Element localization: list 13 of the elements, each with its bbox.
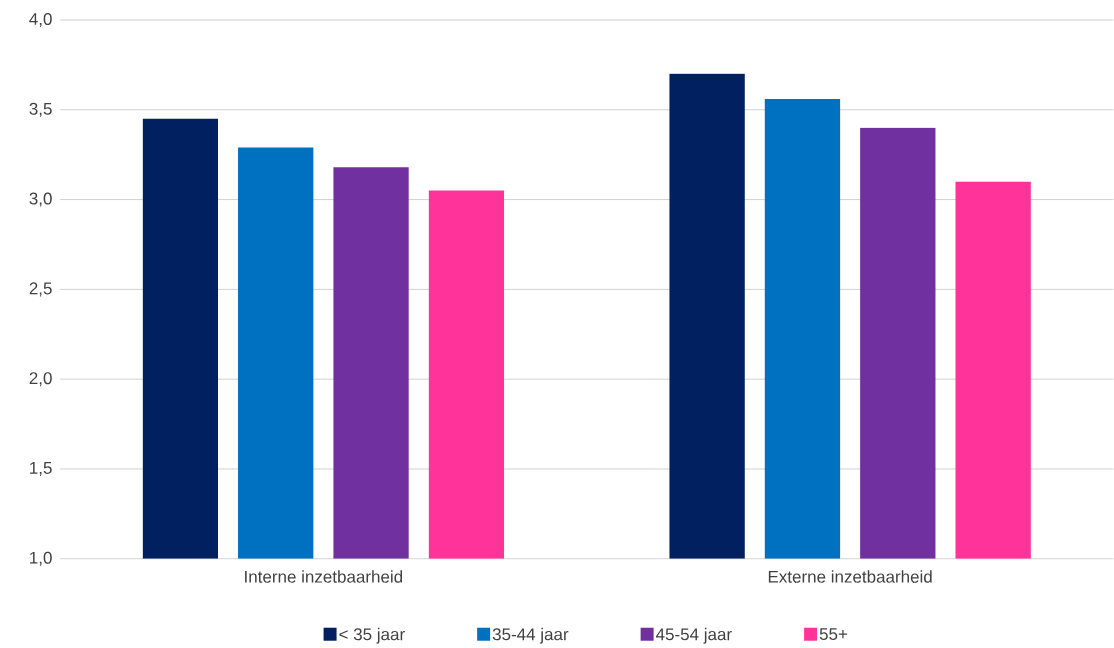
y-tick-label: 1,0 xyxy=(30,551,52,566)
legend-label: 45-54 jaar xyxy=(656,627,732,644)
legend-label: 35-44 jaar xyxy=(492,627,569,644)
x-tick-label: Externe inzetbaarheid xyxy=(768,570,932,583)
x-tick-label: Interne inzetbaarheid xyxy=(245,570,403,583)
y-tick-label: 4,0 xyxy=(29,13,52,28)
y-tick-label: 3,5 xyxy=(29,102,52,117)
y-tick-label: 3,0 xyxy=(29,192,52,207)
y-tick-label: 2,5 xyxy=(29,282,52,297)
legend-label: 55+ xyxy=(819,628,848,641)
legend-label: < 35 jaar xyxy=(339,627,405,644)
y-tick-label: 1,5 xyxy=(30,462,52,477)
y-tick-label: 2,0 xyxy=(29,372,52,387)
